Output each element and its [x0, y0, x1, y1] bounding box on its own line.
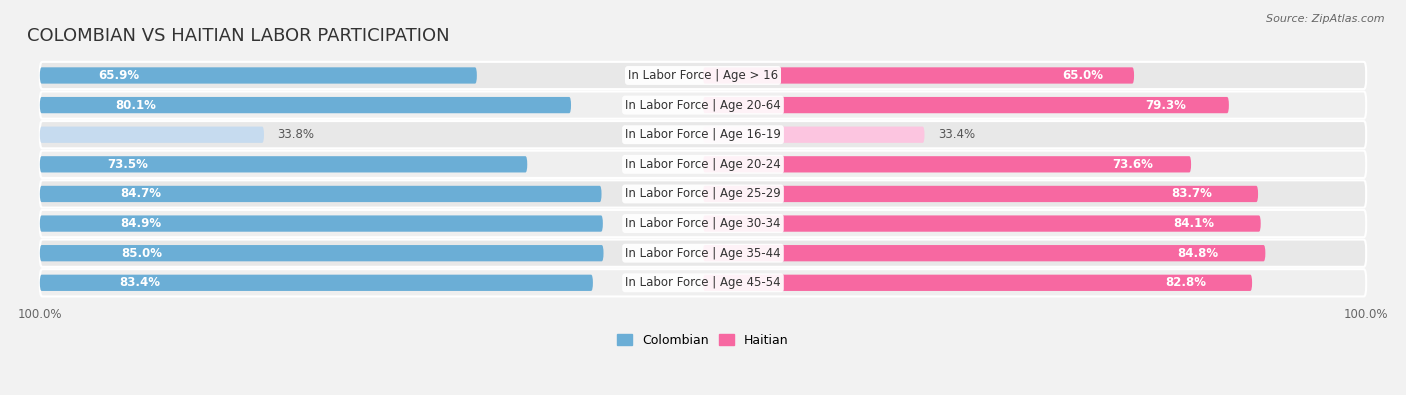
Text: 84.9%: 84.9% — [121, 217, 162, 230]
Text: In Labor Force | Age 25-29: In Labor Force | Age 25-29 — [626, 188, 780, 200]
FancyBboxPatch shape — [39, 181, 1367, 207]
FancyBboxPatch shape — [703, 245, 1265, 261]
FancyBboxPatch shape — [703, 97, 1229, 113]
FancyBboxPatch shape — [39, 269, 1367, 296]
FancyBboxPatch shape — [39, 245, 603, 261]
Text: 73.5%: 73.5% — [107, 158, 148, 171]
FancyBboxPatch shape — [39, 275, 593, 291]
Text: 79.3%: 79.3% — [1146, 99, 1187, 112]
FancyBboxPatch shape — [39, 121, 1367, 149]
Text: 65.0%: 65.0% — [1062, 69, 1102, 82]
Text: In Labor Force | Age 16-19: In Labor Force | Age 16-19 — [626, 128, 780, 141]
FancyBboxPatch shape — [703, 67, 1135, 84]
FancyBboxPatch shape — [39, 67, 477, 84]
FancyBboxPatch shape — [39, 97, 571, 113]
FancyBboxPatch shape — [39, 151, 1367, 178]
Text: 82.8%: 82.8% — [1166, 276, 1206, 289]
Text: 84.7%: 84.7% — [121, 188, 162, 200]
FancyBboxPatch shape — [703, 215, 1261, 232]
Text: COLOMBIAN VS HAITIAN LABOR PARTICIPATION: COLOMBIAN VS HAITIAN LABOR PARTICIPATION — [27, 27, 449, 45]
FancyBboxPatch shape — [39, 215, 603, 232]
FancyBboxPatch shape — [703, 275, 1253, 291]
FancyBboxPatch shape — [39, 126, 264, 143]
Text: In Labor Force | Age > 16: In Labor Force | Age > 16 — [628, 69, 778, 82]
Text: 83.7%: 83.7% — [1171, 188, 1212, 200]
Text: 85.0%: 85.0% — [121, 247, 162, 260]
Text: Source: ZipAtlas.com: Source: ZipAtlas.com — [1267, 14, 1385, 24]
Text: 80.1%: 80.1% — [115, 99, 156, 112]
FancyBboxPatch shape — [39, 156, 527, 173]
Text: In Labor Force | Age 20-24: In Labor Force | Age 20-24 — [626, 158, 780, 171]
FancyBboxPatch shape — [39, 210, 1367, 237]
Text: 33.4%: 33.4% — [938, 128, 974, 141]
FancyBboxPatch shape — [703, 186, 1258, 202]
FancyBboxPatch shape — [703, 126, 925, 143]
Text: In Labor Force | Age 45-54: In Labor Force | Age 45-54 — [626, 276, 780, 289]
Text: 73.6%: 73.6% — [1112, 158, 1153, 171]
FancyBboxPatch shape — [39, 239, 1367, 267]
Text: In Labor Force | Age 30-34: In Labor Force | Age 30-34 — [626, 217, 780, 230]
Text: 65.9%: 65.9% — [98, 69, 139, 82]
FancyBboxPatch shape — [39, 62, 1367, 89]
Text: 83.4%: 83.4% — [120, 276, 160, 289]
Legend: Colombian, Haitian: Colombian, Haitian — [613, 329, 793, 352]
Text: In Labor Force | Age 35-44: In Labor Force | Age 35-44 — [626, 247, 780, 260]
Text: 84.1%: 84.1% — [1173, 217, 1215, 230]
FancyBboxPatch shape — [703, 156, 1191, 173]
FancyBboxPatch shape — [39, 186, 602, 202]
Text: 84.8%: 84.8% — [1177, 247, 1219, 260]
FancyBboxPatch shape — [39, 92, 1367, 119]
Text: In Labor Force | Age 20-64: In Labor Force | Age 20-64 — [626, 99, 780, 112]
Text: 33.8%: 33.8% — [277, 128, 315, 141]
